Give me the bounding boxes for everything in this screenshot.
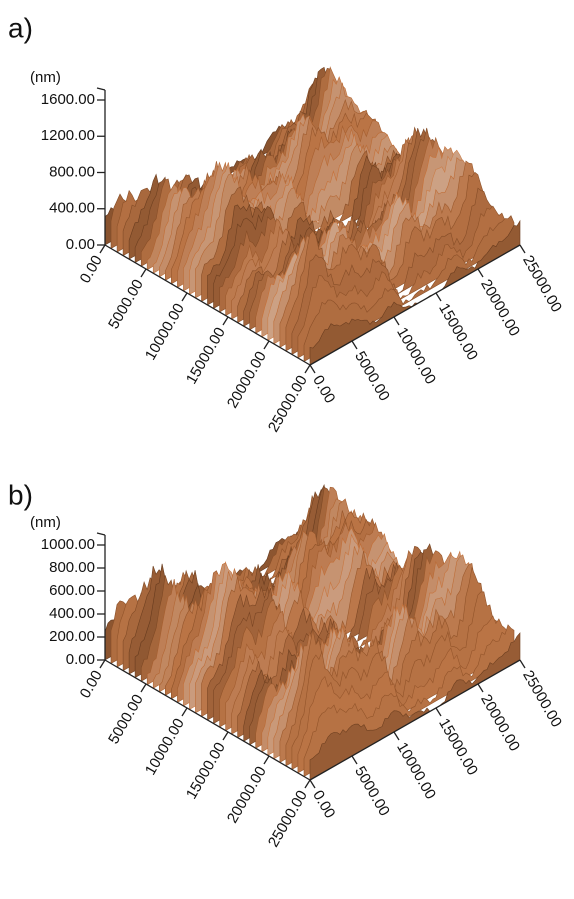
panel-label: a) xyxy=(8,12,33,43)
x-tick-label: 20000.00 xyxy=(224,763,270,826)
y-tick-label: 20000.00 xyxy=(477,691,523,754)
z-tick-label: 600.00 xyxy=(49,582,95,599)
y-tick-label: 0.00 xyxy=(309,372,338,406)
y-tick-label: 25000.00 xyxy=(519,252,565,315)
panel-label: b) xyxy=(8,479,33,510)
x-tick-label: 5000.00 xyxy=(105,276,147,331)
x-tick xyxy=(223,732,228,740)
y-tick xyxy=(394,317,399,325)
z-unit: (nm) xyxy=(30,69,61,86)
y-tick-label: 0.00 xyxy=(309,787,338,821)
y-tick-label: 15000.00 xyxy=(435,715,481,778)
y-tick-label: 10000.00 xyxy=(393,739,439,802)
y-tick-label: 25000.00 xyxy=(519,667,565,730)
z-tick-label: 0.00 xyxy=(66,651,95,668)
z-tick-label: 0.00 xyxy=(66,236,95,253)
z-tick-label: 1200.00 xyxy=(41,127,95,144)
y-tick-label: 20000.00 xyxy=(477,276,523,339)
panel: a)(nm)1600.001200.00800.00400.000.000.00… xyxy=(8,12,565,435)
y-tick xyxy=(310,780,315,788)
z-tick-label: 800.00 xyxy=(49,559,95,576)
z-tick-label: 400.00 xyxy=(49,605,95,622)
x-tick-label: 10000.00 xyxy=(142,715,188,778)
y-tick xyxy=(436,293,441,301)
x-tick-label: 15000.00 xyxy=(183,739,229,802)
z-tick-label: 1000.00 xyxy=(41,536,95,553)
z-unit: (nm) xyxy=(30,514,61,531)
y-tick xyxy=(478,269,483,277)
x-tick xyxy=(182,293,187,301)
z-tick-label: 800.00 xyxy=(49,163,95,180)
figure: a)(nm)1600.001200.00800.00400.000.000.00… xyxy=(0,0,574,894)
y-tick xyxy=(352,756,357,764)
y-tick xyxy=(310,365,315,373)
y-tick-label: 5000.00 xyxy=(351,763,393,818)
x-tick xyxy=(100,660,105,668)
x-tick xyxy=(264,756,269,764)
panel: b) (nm) 1000.00 800.00 600.00 400.00 200.00 0.0… xyxy=(8,479,565,850)
x-tick-label: 0.00 xyxy=(77,252,106,286)
y-tick xyxy=(520,660,525,668)
x-tick-label: 25000.00 xyxy=(265,372,311,435)
x-tick xyxy=(100,245,105,253)
z-tick-label: 200.00 xyxy=(49,628,95,645)
z-tick-label: 1600.00 xyxy=(41,91,95,108)
x-tick-label: 10000.00 xyxy=(142,300,188,363)
x-tick xyxy=(141,684,146,692)
x-tick-label: 25000.00 xyxy=(265,787,311,850)
x-tick-label: 5000.00 xyxy=(105,691,147,746)
y-tick-label: 10000.00 xyxy=(393,324,439,387)
x-tick xyxy=(141,269,146,277)
z-unit-tick xyxy=(97,533,105,535)
x-tick-label: 20000.00 xyxy=(224,348,270,411)
x-tick xyxy=(264,341,269,349)
x-tick xyxy=(182,708,187,716)
x-tick-label: 0.00 xyxy=(77,667,106,701)
y-tick xyxy=(436,708,441,716)
y-tick xyxy=(352,341,357,349)
y-tick xyxy=(520,245,525,253)
z-unit-tick xyxy=(97,88,105,90)
x-tick xyxy=(305,365,310,373)
x-tick xyxy=(305,780,310,788)
x-tick-label: 15000.00 xyxy=(183,324,229,387)
y-tick-label: 5000.00 xyxy=(351,348,393,403)
z-tick-label: 400.00 xyxy=(49,200,95,217)
y-tick-label: 15000.00 xyxy=(435,300,481,363)
y-tick xyxy=(394,732,399,740)
y-tick xyxy=(478,684,483,692)
x-tick xyxy=(223,317,228,325)
